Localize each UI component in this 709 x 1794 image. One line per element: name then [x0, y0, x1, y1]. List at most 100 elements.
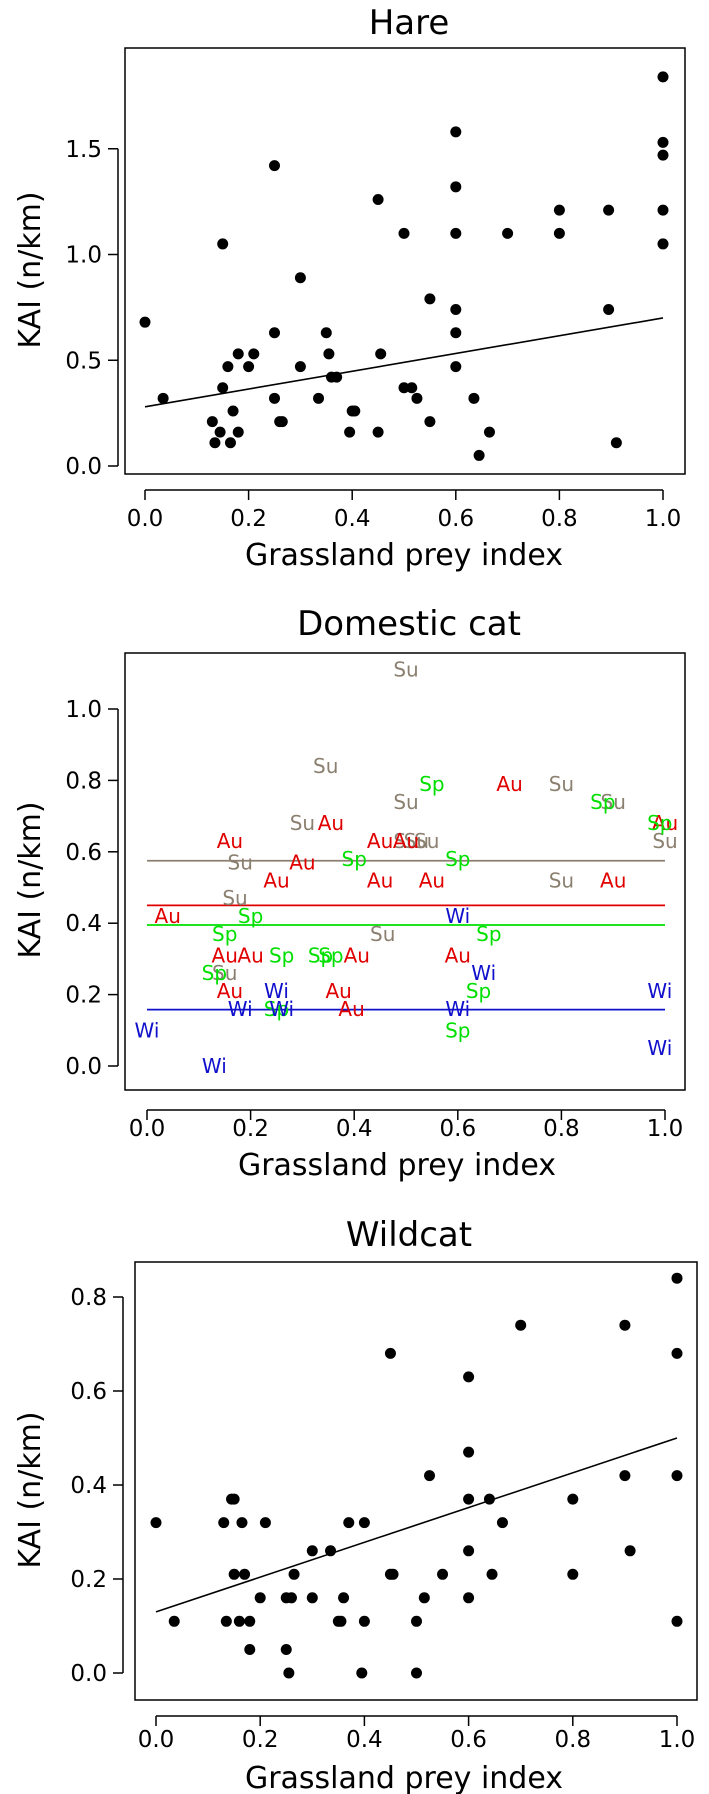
data-point: [619, 1319, 631, 1331]
data-point-su: Su: [222, 886, 247, 910]
y-tick-label: 0.0: [65, 454, 102, 480]
data-point: [139, 316, 151, 328]
data-point: [349, 405, 361, 417]
data-point: [657, 149, 669, 161]
data-point: [269, 327, 280, 339]
data-point-au: Au: [652, 811, 678, 835]
data-point-au: Au: [367, 829, 393, 853]
data-point: [424, 416, 436, 428]
data-point: [657, 238, 669, 250]
data-point: [603, 303, 615, 315]
data-point: [418, 1592, 430, 1604]
data-point-su: Su: [370, 922, 395, 946]
panel-hare: Hare 0.0 0.2 0.4 0.6 0.8 1.0 0.0 0.5 1.0 1.5 Gras…: [13, 3, 686, 573]
data-point: [496, 1517, 508, 1529]
data-point-sp: Sp: [476, 922, 501, 946]
data-point-sp: Sp: [269, 943, 294, 967]
data-point-su: Su: [404, 829, 429, 853]
data-point-au: Au: [318, 811, 344, 835]
data-point: [450, 181, 462, 193]
data-point-au: Au: [289, 851, 315, 875]
data-point: [411, 1615, 422, 1627]
data-point: [168, 1615, 180, 1627]
y-tick-label: 1.5: [65, 137, 102, 163]
data-point: [214, 426, 226, 438]
x-tick-label: 0.6: [450, 1727, 487, 1753]
x-tick-label: 1.0: [647, 1116, 684, 1142]
data-point: [515, 1319, 527, 1331]
panel-title-wildcat: Wildcat: [346, 1215, 472, 1255]
data-point-au: Au: [367, 868, 393, 892]
y-axis-label-wildcat: KAI (n/km): [13, 1411, 48, 1568]
data-point: [553, 204, 565, 216]
data-point: [233, 1615, 245, 1627]
x-tick-label: 0.2: [242, 1727, 279, 1753]
data-point-su: Su: [212, 961, 237, 985]
y-tick-label: 0.8: [65, 768, 102, 794]
x-axis-label-wildcat: Grassland prey index: [245, 1761, 563, 1794]
data-point-wi: Wi: [647, 979, 672, 1003]
marks-wildcat: [150, 1272, 683, 1679]
x-tick-label: 0.0: [129, 1116, 166, 1142]
regression-line: [155, 1437, 678, 1613]
data-point-su: Su: [313, 754, 338, 778]
data-point: [344, 426, 356, 438]
data-point-sp: Sp: [202, 961, 227, 985]
data-point: [358, 1517, 370, 1529]
data-point-su: Su: [549, 772, 574, 796]
data-point: [384, 1347, 396, 1359]
data-point-au: Au: [600, 868, 626, 892]
x-tick-label: 0.2: [230, 506, 267, 532]
data-point: [280, 1644, 292, 1655]
data-point: [239, 1568, 251, 1580]
data-point: [398, 227, 410, 239]
y-tick-label: 0.0: [70, 1661, 107, 1687]
data-point: [671, 1615, 683, 1627]
data-point: [259, 1517, 271, 1529]
data-point: [244, 1615, 256, 1627]
data-point: [228, 1493, 240, 1505]
data-point-sp: Sp: [419, 772, 444, 796]
data-point-sp: Sp: [264, 997, 289, 1021]
data-point: [224, 437, 236, 449]
data-point: [285, 1592, 297, 1604]
data-point-wi: Wi: [202, 1054, 227, 1078]
plot-frame-domestic-cat: [124, 652, 686, 1091]
data-point-au: Au: [217, 979, 243, 1003]
data-point: [657, 204, 669, 216]
data-point: [217, 238, 229, 250]
data-point: [657, 136, 669, 148]
x-tick-label: 0.0: [127, 506, 164, 532]
data-point: [222, 361, 234, 373]
data-point: [671, 1470, 683, 1482]
data-point: [325, 1545, 337, 1557]
data-point: [254, 1592, 266, 1604]
data-point-sp: Sp: [445, 847, 470, 871]
data-point: [387, 1568, 399, 1580]
data-point: [424, 293, 436, 305]
data-point: [269, 160, 280, 172]
data-point: [313, 392, 325, 404]
data-point: [411, 1667, 422, 1679]
y-axis-label-domestic-cat: KAI (n/km): [13, 801, 48, 958]
data-point-wi: Wi: [445, 904, 470, 928]
data-point: [283, 1667, 295, 1679]
data-point-au: Au: [496, 772, 522, 796]
x-tick-label: 1.0: [659, 1727, 696, 1753]
x-tick-label: 0.8: [543, 1116, 580, 1142]
data-point-sp: Sp: [647, 811, 672, 835]
y-axis-label-hare: KAI (n/km): [13, 191, 48, 348]
data-point: [372, 426, 384, 438]
data-point-wi: Wi: [471, 961, 496, 985]
data-point-su: Su: [393, 658, 418, 682]
data-point: [450, 303, 462, 315]
data-point: [463, 1371, 475, 1383]
x-tick-label: 0.4: [336, 1116, 373, 1142]
data-point-sp: Sp: [342, 847, 367, 871]
data-point-su: Su: [652, 829, 677, 853]
data-point-au: Au: [263, 868, 289, 892]
plot-frame-hare: [124, 47, 686, 475]
data-point-wi: Wi: [269, 997, 294, 1021]
data-point-sp: Sp: [238, 904, 263, 928]
